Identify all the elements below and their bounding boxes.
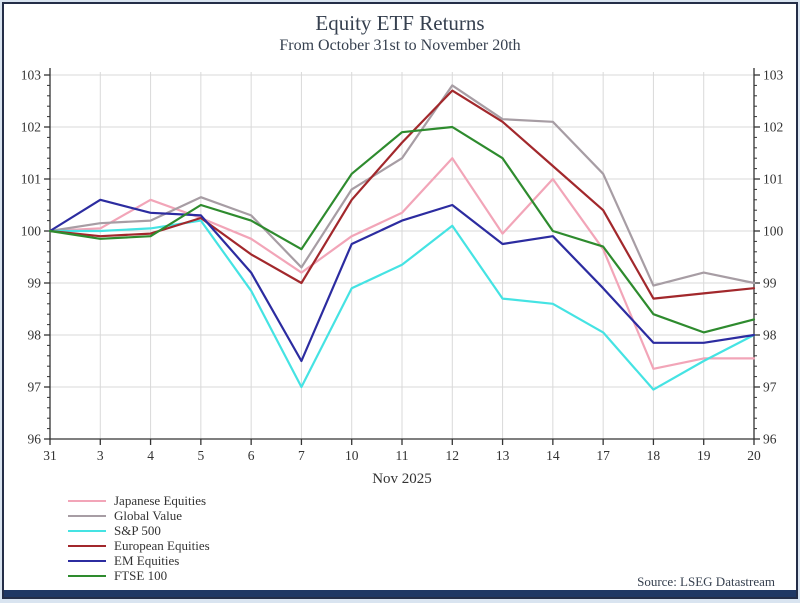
y-tick-label-left: 102	[21, 120, 41, 135]
series-line-em-equities	[48, 198, 756, 363]
legend-item-european-equities: European Equities	[68, 538, 210, 553]
x-tick-label: 3	[97, 448, 104, 463]
legend-item-ftse-100: FTSE 100	[68, 568, 210, 583]
y-tick-label-left: 98	[28, 328, 42, 343]
legend-item-japanese-equities: Japanese Equities	[68, 493, 210, 508]
legend-item-s-p-500: S&P 500	[68, 523, 210, 538]
legend-label-japanese-equities: Japanese Equities	[114, 492, 207, 508]
legend-item-em-equities: EM Equities	[68, 553, 210, 568]
legend-swatch-global-value	[68, 514, 106, 517]
x-tick-label: 17	[596, 448, 610, 463]
x-tick-label: 6	[248, 448, 255, 463]
x-tick-label: 13	[496, 448, 510, 463]
chart-title: Equity ETF Returns	[315, 11, 485, 35]
legend-label-european-equities: European Equities	[114, 537, 210, 553]
y-tick-label-right: 97	[763, 380, 777, 395]
x-tick-label: 4	[147, 448, 154, 463]
x-tick-label: 7	[298, 448, 305, 463]
legend-label-em-equities: EM Equities	[114, 552, 180, 568]
bottom-accent-bar	[4, 590, 796, 597]
x-tick-label: 5	[197, 448, 204, 463]
legend-label-s-p-500: S&P 500	[114, 522, 161, 538]
legend-item-global-value: Global Value	[68, 508, 210, 523]
x-tick-label: 20	[747, 448, 761, 463]
x-tick-label: 14	[546, 448, 560, 463]
y-tick-label-right: 96	[763, 432, 777, 447]
y-tick-label-right: 103	[763, 68, 784, 83]
source-note: Source: LSEG Datastream	[637, 574, 775, 589]
x-tick-label: 11	[396, 448, 409, 463]
series-line-japanese-equities	[48, 157, 756, 370]
y-tick-label-right: 102	[763, 120, 783, 135]
y-tick-label-left: 103	[21, 68, 42, 83]
y-tick-label-left: 100	[21, 224, 42, 239]
x-tick-label: 18	[647, 448, 661, 463]
y-tick-label-right: 99	[763, 276, 777, 291]
y-tick-label-left: 96	[28, 432, 42, 447]
x-tick-label: 19	[697, 448, 711, 463]
chart-header: Equity ETF Returns From October 31st to …	[4, 10, 796, 56]
y-tick-label-right: 101	[763, 172, 783, 187]
x-tick-label: 12	[446, 448, 460, 463]
legend-swatch-em-equities	[68, 559, 106, 562]
chart-subtitle: From October 31st to November 20th	[279, 37, 521, 54]
legend-swatch-s-p-500	[68, 529, 106, 532]
y-tick-label-right: 98	[763, 328, 777, 343]
y-tick-label-left: 99	[28, 276, 42, 291]
series-line-european-equities	[48, 89, 756, 300]
x-axis-label: Nov 2025	[372, 471, 432, 487]
legend-swatch-japanese-equities	[68, 499, 106, 502]
x-tick-label: 10	[345, 448, 359, 463]
legend-label-ftse-100: FTSE 100	[114, 567, 168, 583]
x-tick-label: 31	[43, 448, 57, 463]
y-tick-label-right: 100	[763, 224, 784, 239]
legend-swatch-ftse-100	[68, 574, 106, 577]
legend-label-global-value: Global Value	[114, 507, 182, 523]
legend: Japanese Equities Global Value S&P 500 Euro…	[68, 493, 210, 583]
series-line-ftse-100	[48, 125, 756, 334]
legend-swatch-european-equities	[68, 544, 106, 547]
y-tick-label-left: 101	[21, 172, 41, 187]
y-tick-label-left: 97	[28, 380, 42, 395]
